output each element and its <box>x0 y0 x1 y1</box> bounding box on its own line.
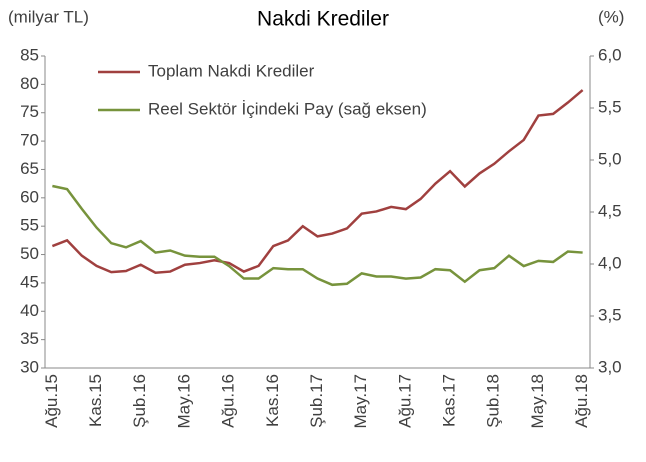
y-tick-label: 65 <box>20 159 39 178</box>
x-tick-label: Kas.15 <box>86 374 105 427</box>
x-tick-label: May.16 <box>174 374 193 429</box>
x-tick-label: Ağu.15 <box>42 374 61 428</box>
y2-tick-label: 4,5 <box>598 201 622 220</box>
line-series <box>52 184 583 287</box>
y-tick-label: 70 <box>20 131 39 150</box>
y-tick-label: 45 <box>20 272 39 291</box>
x-tick-label: Şub.17 <box>307 374 326 428</box>
y-tick-label: 60 <box>20 187 39 206</box>
x-tick-label: Kas.16 <box>263 374 282 427</box>
x-tick-label: Ağu.18 <box>572 374 591 428</box>
y2-tick-label: 3,0 <box>598 357 622 376</box>
y2-tick-label: 6,0 <box>598 45 622 64</box>
y-tick-label: 30 <box>20 357 39 376</box>
x-tick-label: Kas.17 <box>440 374 459 427</box>
y-tick-label: 40 <box>20 301 39 320</box>
chart-title: Nakdi Krediler <box>257 8 389 31</box>
x-tick-label: Şub.16 <box>130 374 149 428</box>
line-series <box>51 89 584 274</box>
y-tick-label: 75 <box>20 102 39 121</box>
x-tick-label: Ağu.17 <box>395 374 414 428</box>
y2-tick-label: 3,5 <box>598 305 622 324</box>
y-tick-label: 35 <box>20 329 39 348</box>
y-axis-label: (milyar TL) <box>8 7 89 26</box>
legend-label: Toplam Nakdi Krediler <box>148 61 315 80</box>
y2-tick-label: 5,0 <box>598 149 622 168</box>
x-tick-label: Ağu.16 <box>219 374 238 428</box>
y-tick-label: 55 <box>20 216 39 235</box>
y-tick-label: 50 <box>20 244 39 263</box>
y-tick-label: 80 <box>20 74 39 93</box>
y-tick-label: 85 <box>20 45 39 64</box>
x-tick-label: May.17 <box>351 374 370 429</box>
y2-axis-label: (%) <box>598 7 624 26</box>
y2-tick-label: 5,5 <box>598 97 622 116</box>
x-tick-label: May.18 <box>528 374 547 429</box>
x-tick-label: Şub.18 <box>484 374 503 428</box>
legend-label: Reel Sektör İçindeki Pay (sağ eksen) <box>148 99 427 118</box>
y2-tick-label: 4,0 <box>598 253 622 272</box>
